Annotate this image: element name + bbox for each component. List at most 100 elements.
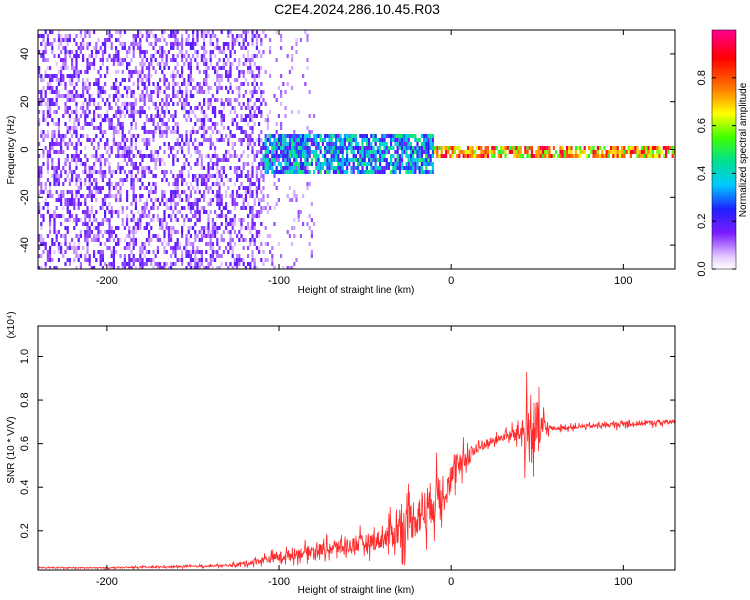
heatmap-cell [44, 118, 47, 122]
heatmap-cell [473, 154, 476, 158]
heatmap-cell [251, 30, 254, 34]
heatmap-cell [220, 198, 223, 202]
heatmap-cell [407, 134, 410, 138]
heatmap-cell [84, 30, 87, 34]
heatmap-cell [93, 118, 96, 122]
heatmap-cell [282, 266, 285, 269]
heatmap-cell [192, 226, 195, 230]
heatmap-cell [73, 86, 76, 90]
heatmap-cell [200, 162, 203, 166]
heatmap-cell [108, 210, 111, 214]
heatmap-cell [62, 78, 65, 82]
heatmap-cell [209, 118, 212, 122]
heatmap-cell [46, 66, 49, 70]
heatmap-cell [350, 150, 353, 154]
heatmap-cell [163, 82, 166, 86]
heatmap-cell [354, 158, 357, 162]
heatmap-cell [365, 138, 368, 142]
heatmap-cell [277, 134, 280, 138]
heatmap-cell [119, 94, 122, 98]
heatmap-cell [238, 230, 241, 234]
heatmap-cell [154, 70, 157, 74]
heatmap-cell [134, 226, 137, 230]
heatmap-cell [82, 106, 85, 110]
heatmap-cell [46, 74, 49, 78]
heatmap-cell [291, 58, 294, 62]
heatmap-cell [106, 70, 109, 74]
heatmap-cell [222, 66, 225, 70]
heatmap-cell [203, 266, 206, 269]
heatmap-cell [359, 154, 362, 158]
heatmap-cell [183, 62, 186, 66]
heatmap-cell [134, 166, 137, 170]
heatmap-cell [291, 198, 294, 202]
heatmap-cell [277, 114, 280, 118]
heatmap-cell [205, 82, 208, 86]
heatmap-cell [251, 58, 254, 62]
heatmap-cell [104, 210, 107, 214]
heatmap-cell [185, 198, 188, 202]
heatmap-cell [218, 46, 221, 50]
heatmap-cell [203, 134, 206, 138]
heatmap-cell [71, 98, 74, 102]
heatmap-cell [229, 54, 232, 58]
heatmap-cell [306, 166, 309, 170]
heatmap-cell [141, 34, 144, 38]
heatmap-cell [643, 154, 646, 158]
heatmap-cell [77, 198, 80, 202]
heatmap-cell [242, 118, 245, 122]
heatmap-cell [280, 126, 283, 130]
heatmap-cell [40, 74, 43, 78]
heatmap-cell [86, 78, 89, 82]
heatmap-cell [178, 98, 181, 102]
heatmap-cell [172, 246, 175, 250]
heatmap-cell [46, 166, 49, 170]
heatmap-cell [295, 158, 298, 162]
heatmap-cell [262, 30, 265, 34]
heatmap-cell [134, 266, 137, 269]
heatmap-cell [73, 122, 76, 126]
heatmap-cell [271, 134, 274, 138]
heatmap-cell [44, 50, 47, 54]
heatmap-cell [99, 90, 102, 94]
heatmap-cell [396, 138, 399, 142]
heatmap-cell [194, 174, 197, 178]
heatmap-cell [51, 30, 54, 34]
heatmap-cell [196, 66, 199, 70]
heatmap-cell [220, 222, 223, 226]
heatmap-cell [159, 162, 162, 166]
heatmap-cell [75, 162, 78, 166]
heatmap-cell [117, 238, 120, 242]
heatmap-cell [187, 198, 190, 202]
heatmap-cell [205, 114, 208, 118]
heatmap-cell [478, 154, 481, 158]
heatmap-cell [163, 238, 166, 242]
heatmap-cell [53, 130, 56, 134]
heatmap-cell [64, 162, 67, 166]
heatmap-cell [57, 122, 60, 126]
heatmap-cell [209, 246, 212, 250]
heatmap-cell [145, 74, 148, 78]
heatmap-cell [431, 170, 434, 174]
heatmap-cell [161, 170, 164, 174]
heatmap-cell [372, 158, 375, 162]
heatmap-cell [141, 110, 144, 114]
heatmap-cell [258, 210, 261, 214]
heatmap-cell [200, 86, 203, 90]
heatmap-cell [229, 130, 232, 134]
colorbar-tick-label: 0.8 [696, 70, 708, 85]
heatmap-cell [178, 174, 181, 178]
heatmap-cell [350, 138, 353, 142]
heatmap-cell [640, 150, 643, 154]
heatmap-cell [161, 130, 164, 134]
heatmap-cell [68, 198, 71, 202]
heatmap-cell [295, 146, 298, 150]
heatmap-cell [38, 170, 41, 174]
heatmap-cell [218, 198, 221, 202]
heatmap-cell [192, 34, 195, 38]
heatmap-cell [117, 166, 120, 170]
heatmap-cell [134, 102, 137, 106]
heatmap-cell [101, 130, 104, 134]
heatmap-cell [93, 186, 96, 190]
heatmap-cell [55, 214, 58, 218]
